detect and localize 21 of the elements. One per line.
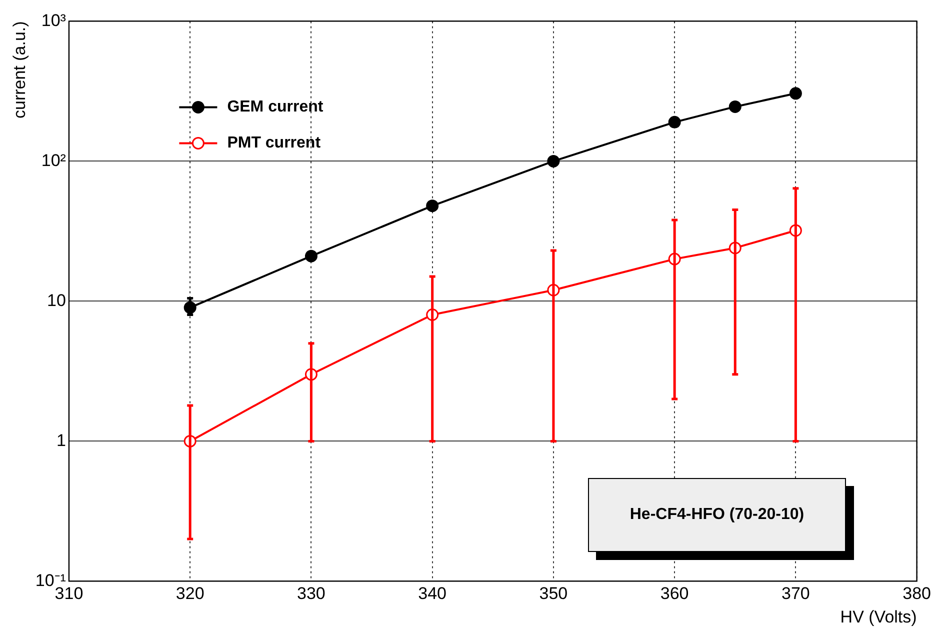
y-axis-title: current (a.u.) <box>10 21 29 119</box>
point <box>304 250 318 262</box>
legend-label: PMT current <box>227 134 322 152</box>
legend-label: GEM current <box>227 98 324 116</box>
x-tick-label: 360 <box>660 584 689 604</box>
point <box>668 116 681 128</box>
point <box>547 154 560 168</box>
x-tick-label: 320 <box>176 584 204 604</box>
x-tick-label: 370 <box>782 584 810 604</box>
y-tick-label: 10² <box>41 150 66 170</box>
y-tick-label: 10 <box>47 290 66 310</box>
x-axis-title: HV (Volts) <box>840 607 917 626</box>
y-tick-label: 10³ <box>41 10 66 30</box>
point <box>426 200 439 212</box>
x-tick-label: 350 <box>539 584 568 604</box>
point <box>728 100 742 113</box>
point <box>789 87 802 100</box>
y-tick-label: 1 <box>56 430 66 450</box>
x-tick-label: 380 <box>902 584 932 604</box>
x-tick-label: 330 <box>297 584 326 604</box>
x-tick-label: 340 <box>418 584 447 604</box>
